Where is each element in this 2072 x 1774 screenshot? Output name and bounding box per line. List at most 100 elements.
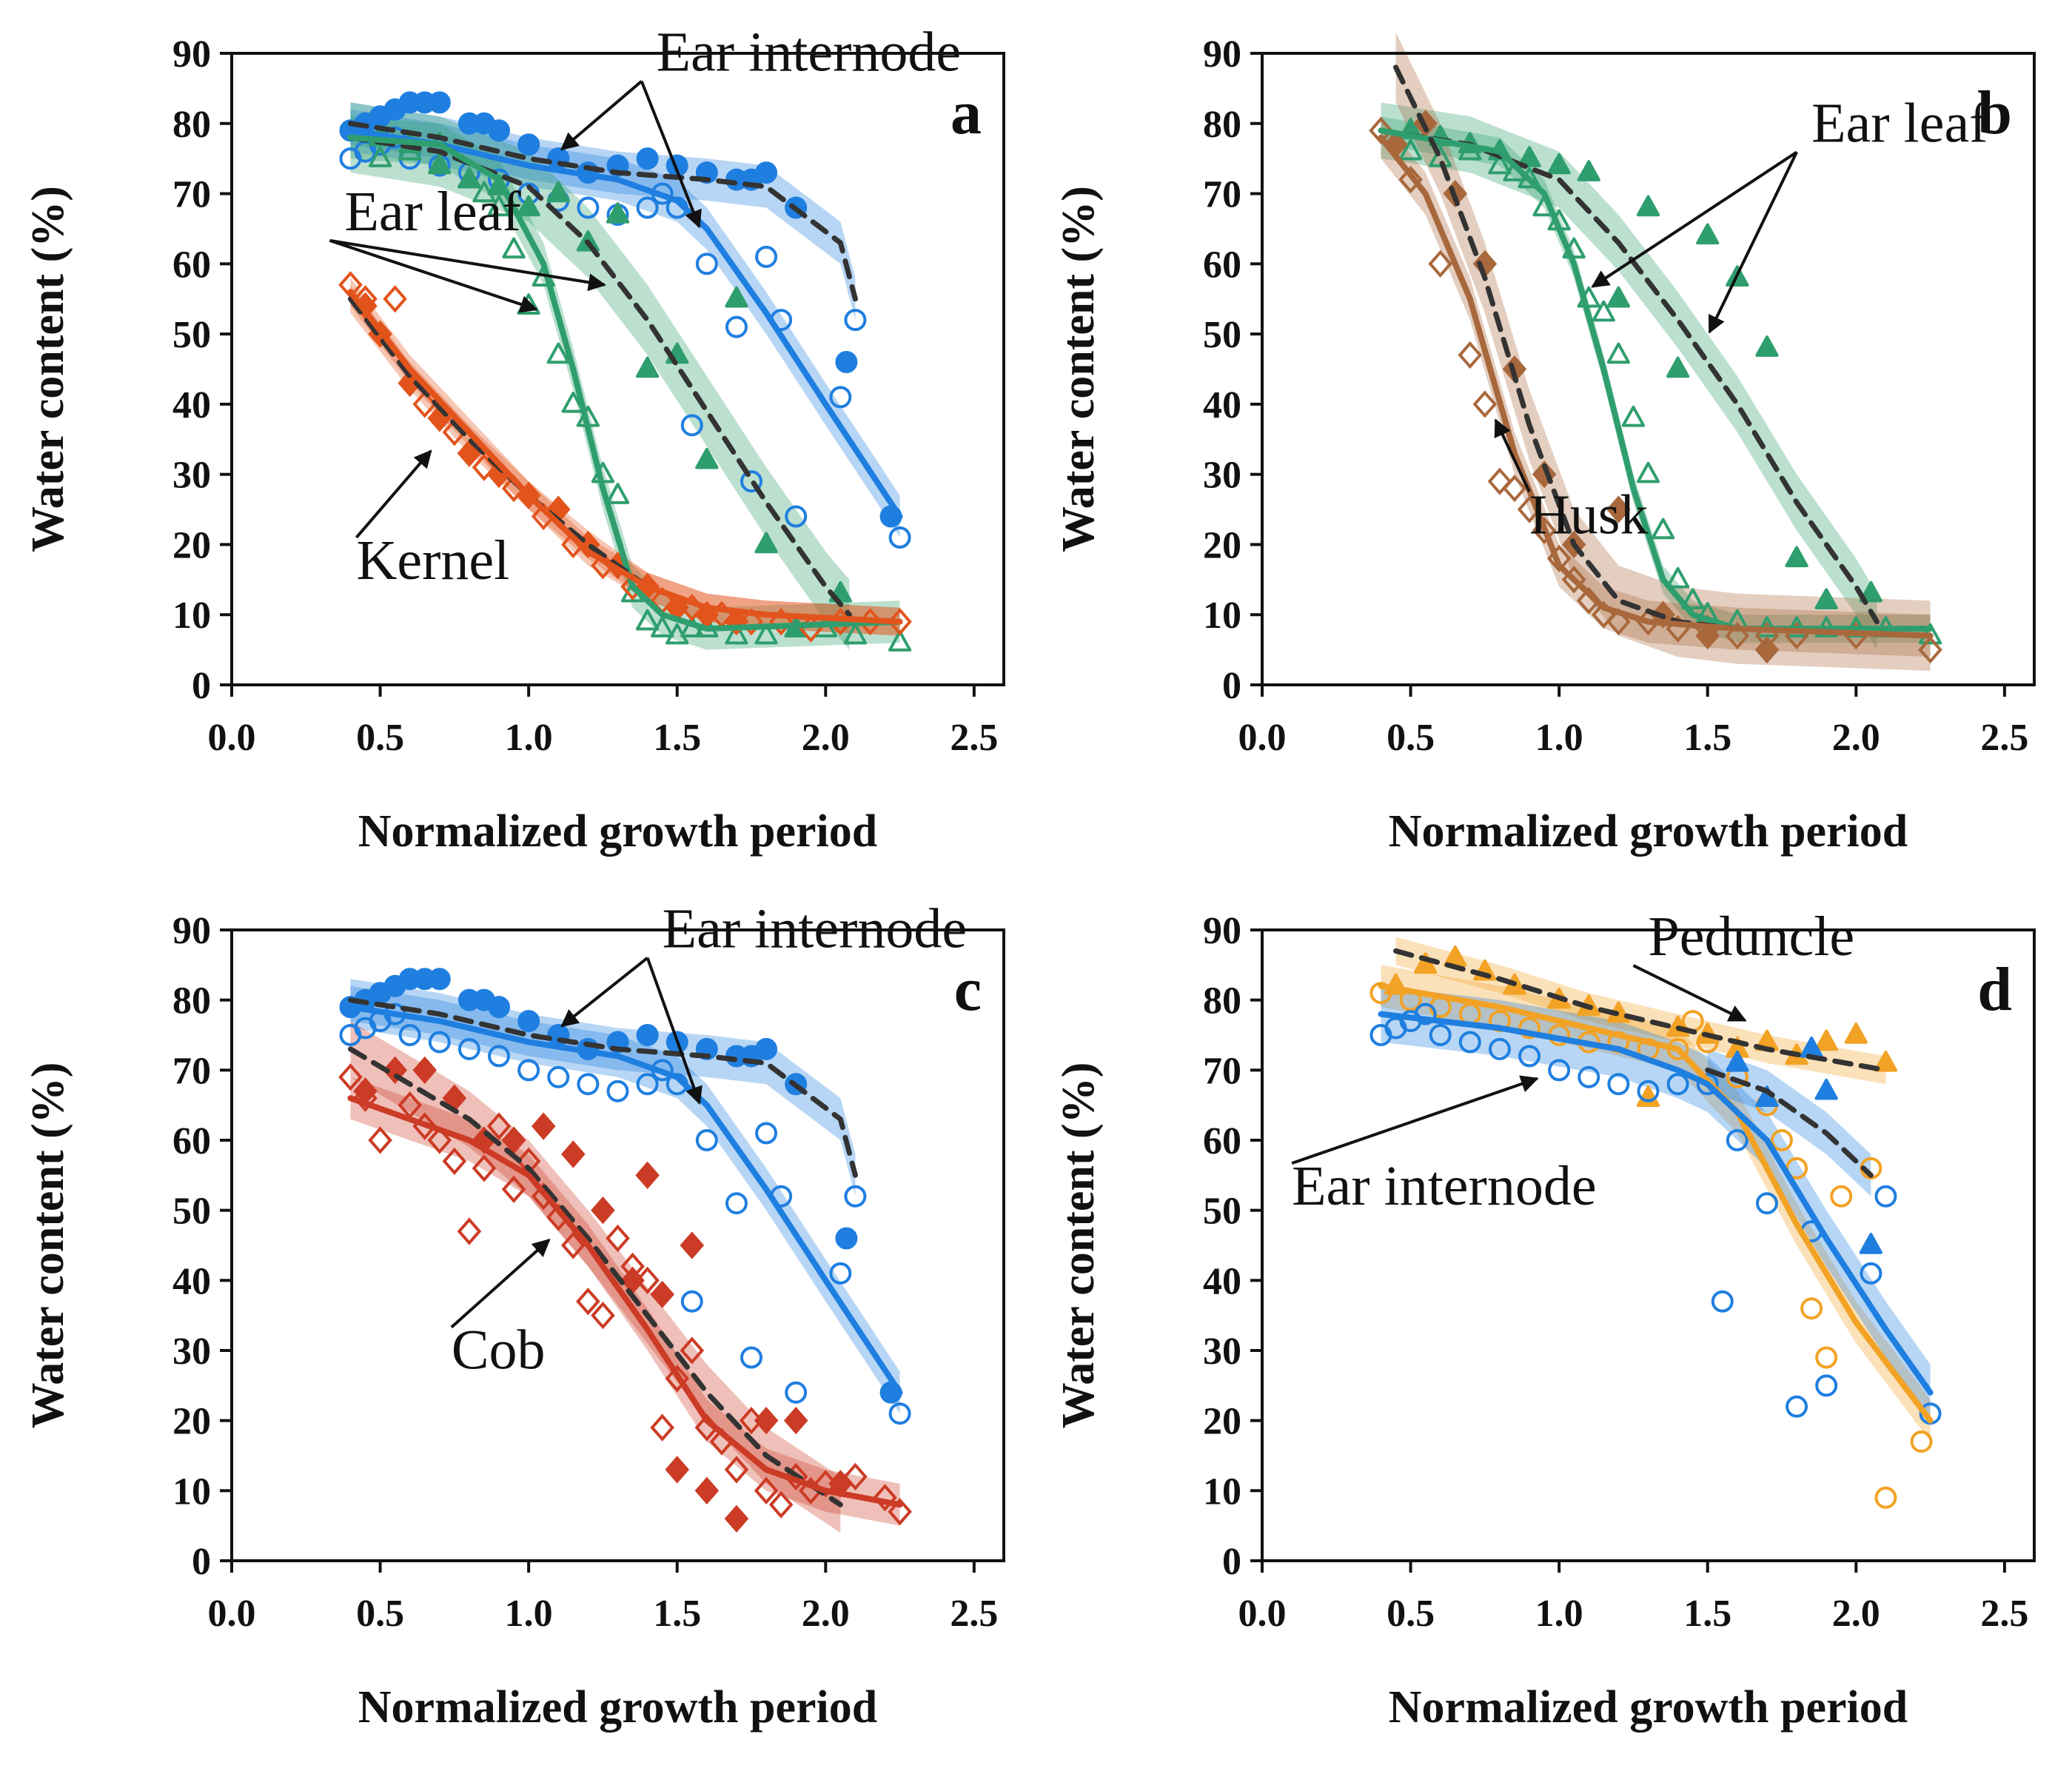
data-point: [457, 167, 481, 189]
data-point: [1458, 341, 1483, 369]
y-tick-label: 70: [1203, 1050, 1241, 1092]
confidence-band-ear-leaf-0: [1381, 102, 1877, 650]
panel-label: a: [950, 78, 982, 147]
data-point: [1636, 461, 1660, 483]
data-point: [398, 1024, 421, 1046]
data-point: [725, 623, 748, 645]
data-point: [1830, 1185, 1853, 1208]
data-point: [888, 1498, 912, 1526]
data-point: [606, 1080, 629, 1102]
y-tick-label: 90: [1203, 33, 1241, 76]
data-point: [517, 133, 540, 156]
data-point: [428, 91, 451, 114]
data-point: [768, 1490, 794, 1519]
data-point: [740, 470, 763, 493]
data-point: [1726, 1129, 1749, 1151]
data-point: [517, 1010, 540, 1033]
data-point: [1578, 1065, 1600, 1088]
data-point: [502, 237, 526, 259]
x-tick-label: 2.5: [950, 717, 998, 759]
y-axis-title: Water content (%): [23, 1062, 73, 1429]
data-point: [1472, 390, 1498, 418]
data-point: [785, 1381, 808, 1404]
data-point: [635, 1161, 660, 1189]
data-point: [501, 1175, 526, 1203]
data-point: [1755, 335, 1779, 357]
data-point: [755, 161, 778, 184]
y-tick-label: 40: [172, 384, 211, 426]
axes-frame: [230, 928, 1005, 1562]
data-point: [888, 608, 912, 636]
annotation-ear-internode: Ear internode: [1292, 1155, 1596, 1217]
data-point: [1666, 356, 1690, 378]
data-point: [695, 1129, 718, 1151]
annotation-peduncle: Peduncle: [1649, 906, 1855, 968]
data-point: [1488, 153, 1512, 175]
x-tick-label: 0.5: [1387, 1593, 1435, 1635]
data-point: [517, 195, 540, 217]
confidence-band-ear-leaf-3: [350, 116, 900, 650]
x-tick-label: 1.0: [1535, 717, 1583, 759]
data-point: [1785, 546, 1808, 568]
data-point: [1754, 635, 1780, 664]
data-point: [531, 1112, 556, 1140]
data-point: [1918, 635, 1942, 664]
data-point: [844, 1185, 867, 1208]
data-point: [1518, 1045, 1541, 1068]
axes-frame: [230, 52, 1005, 686]
data-point: [695, 447, 719, 469]
x-tick-label: 0.5: [356, 717, 404, 759]
data-point: [1815, 1374, 1838, 1397]
data-point: [457, 1037, 480, 1060]
y-tick-label: 60: [1203, 1120, 1241, 1162]
data-point: [546, 181, 570, 203]
y-tick-label: 80: [172, 104, 211, 146]
y-tick-label: 0: [192, 665, 211, 707]
data-point: [427, 1126, 452, 1154]
data-point: [755, 245, 778, 268]
confidence-band-ear-internode-1: [350, 985, 900, 1414]
y-tick-label: 0: [1222, 1541, 1241, 1583]
fit-line-ear-internode-solid: [347, 127, 903, 520]
data-point: [488, 119, 511, 142]
data-point: [561, 391, 585, 413]
data-point: [1681, 588, 1705, 610]
fit-line-husk-solid: [1378, 134, 1934, 639]
panel-b: 0 10 20 30 40 50 60 70 80 90 0.0 0.5 1.0 1.5 2.0 2.5 Nor…: [1053, 32, 2036, 857]
data-point: [650, 1280, 674, 1308]
data-point: [517, 1059, 540, 1082]
data-point: [665, 1456, 690, 1484]
data-point: [1814, 1078, 1838, 1100]
data-point: [1547, 153, 1571, 175]
y-tick-label: 20: [1203, 1401, 1241, 1443]
data-point: [353, 1084, 378, 1112]
y-tick-label: 90: [172, 910, 211, 952]
data-point: [754, 1476, 779, 1504]
annotation-ear-leaf: Ear leaf: [1811, 92, 1988, 154]
annotation-husk: Husk: [1529, 483, 1648, 546]
data-point: [835, 351, 858, 374]
data-point: [1606, 286, 1631, 308]
data-point: [561, 1140, 586, 1168]
y-tick-label: 50: [1203, 1191, 1241, 1233]
fit-line-cob-dashed: [347, 1046, 843, 1507]
data-point: [814, 1470, 838, 1498]
data-point: [1696, 1073, 1719, 1096]
x-tick-label: 1.0: [505, 717, 553, 759]
data-point: [680, 1231, 705, 1259]
data-point: [368, 1126, 392, 1154]
data-point: [1800, 1297, 1823, 1320]
annotation-arrow: [1708, 151, 1798, 334]
y-tick-label: 30: [1203, 455, 1241, 497]
data-point: [888, 630, 912, 652]
x-axis-title: Normalized growth period: [1389, 1682, 1908, 1733]
y-tick-label: 70: [1203, 174, 1241, 216]
y-tick-label: 20: [1203, 524, 1241, 566]
y-tick-label: 30: [1203, 1330, 1241, 1373]
confidence-band-ear-internode-0: [350, 979, 856, 1196]
fit-line-ear-internode-dashed: [347, 997, 858, 1178]
data-point: [724, 1456, 749, 1484]
y-tick-label: 50: [172, 314, 211, 356]
fit-line-ear-internode-dashed: [347, 121, 858, 302]
panel-a: 0 10 20 30 40 50 60 70 80 90 0.0 0.5 1.0 1.5 2.0 2.5 Nor…: [23, 21, 1005, 857]
